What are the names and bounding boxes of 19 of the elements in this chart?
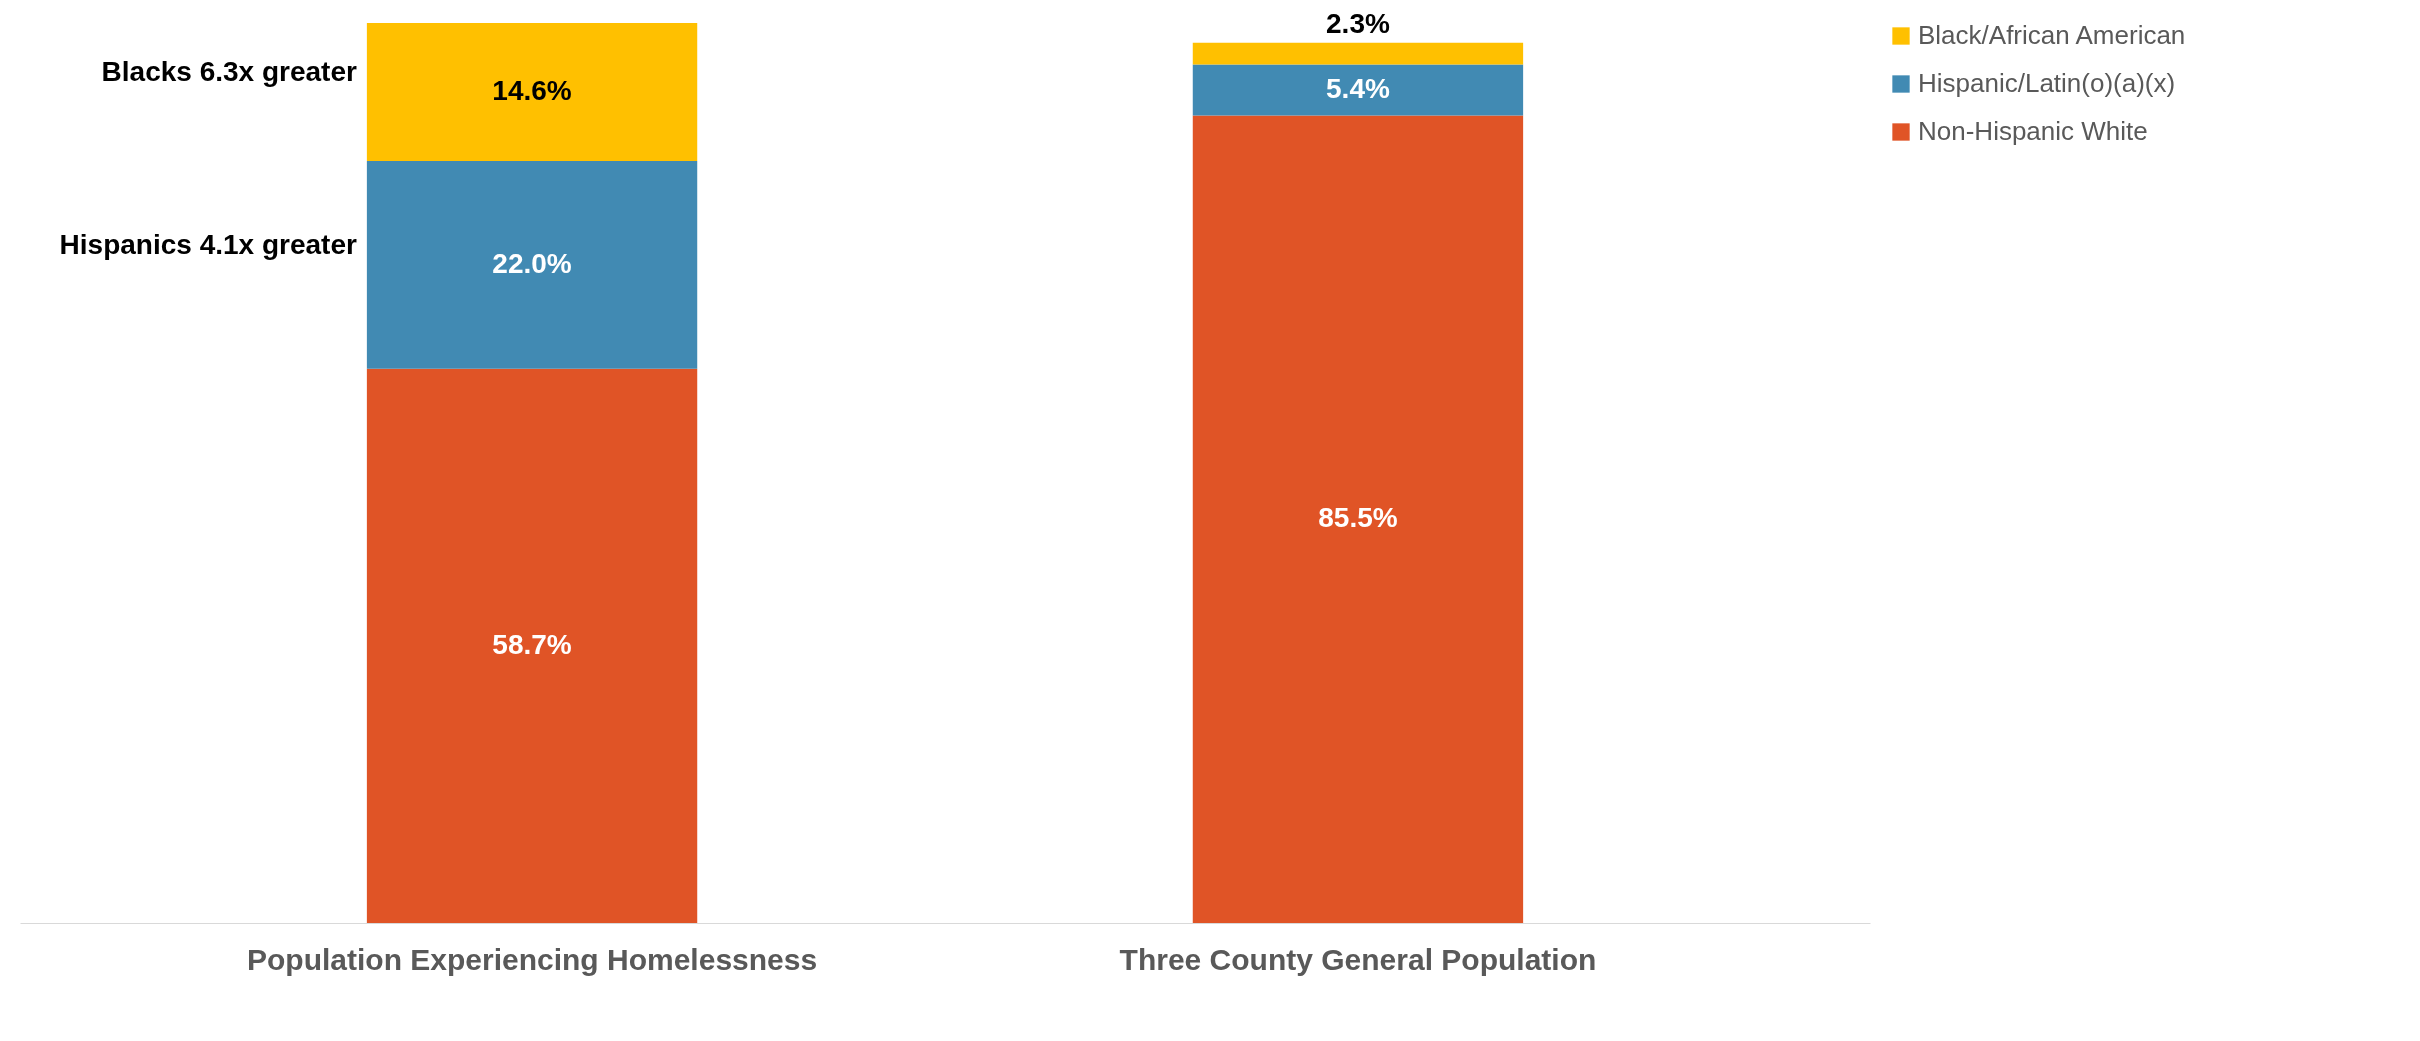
data-label: 85.5% xyxy=(1318,502,1398,534)
legend-label: Black/African American xyxy=(1918,20,2186,50)
bar xyxy=(366,368,698,923)
bar xyxy=(1192,64,1524,116)
legend-label: Hispanic/Latin(o)(a)(x) xyxy=(1918,68,2176,98)
data-label: 58.7% xyxy=(492,628,572,660)
bar xyxy=(1192,115,1524,923)
bar xyxy=(366,23,698,161)
data-label: 22.0% xyxy=(492,247,572,279)
x-tick-label: Population Experiencing Homelessness xyxy=(246,942,818,976)
x-tick-label: Three County General Population xyxy=(1119,942,1597,976)
annotation: Hispanics 4.1x greater xyxy=(59,228,357,260)
bar xyxy=(1192,42,1524,65)
data-label: 2.3% xyxy=(1326,7,1390,39)
data-label: 14.6% xyxy=(492,74,572,106)
annotation: Blacks 6.3x greater xyxy=(101,56,357,88)
data-label: 5.4% xyxy=(1326,73,1390,105)
legend-label: Non-Hispanic White xyxy=(1918,116,2148,146)
bar xyxy=(366,160,698,369)
